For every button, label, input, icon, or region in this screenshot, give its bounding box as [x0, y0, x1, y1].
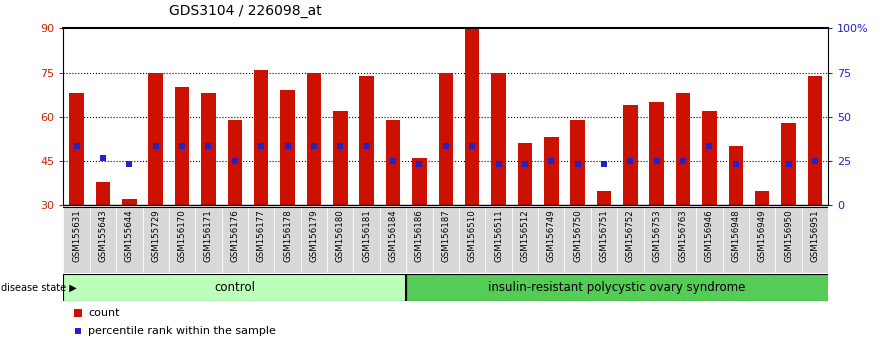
Bar	[359, 75, 374, 205]
Bar	[386, 120, 400, 205]
Bar	[333, 111, 348, 205]
Bar	[149, 73, 163, 205]
Bar	[808, 75, 822, 205]
Bar	[538, 207, 565, 273]
Bar	[280, 90, 295, 205]
Text: GSM156949: GSM156949	[758, 209, 766, 262]
Bar	[591, 207, 618, 273]
Bar	[90, 207, 116, 273]
Bar	[565, 207, 591, 273]
Text: GSM156178: GSM156178	[283, 209, 292, 262]
Bar	[596, 190, 611, 205]
Bar	[729, 146, 743, 205]
Bar	[96, 182, 110, 205]
Bar	[512, 207, 538, 273]
Bar	[63, 207, 90, 273]
Bar	[143, 207, 169, 273]
Bar	[254, 70, 269, 205]
Bar	[459, 207, 485, 273]
Text: GSM156751: GSM156751	[599, 209, 609, 262]
Bar	[300, 207, 327, 273]
Bar	[775, 207, 802, 273]
Text: GSM156763: GSM156763	[678, 209, 687, 262]
Text: GSM156512: GSM156512	[521, 209, 529, 262]
Bar	[122, 199, 137, 205]
Bar	[492, 73, 506, 205]
Text: GSM155631: GSM155631	[72, 209, 81, 262]
Text: percentile rank within the sample: percentile rank within the sample	[88, 326, 276, 336]
Text: disease state ▶: disease state ▶	[1, 282, 77, 293]
Bar	[174, 87, 189, 205]
Bar	[623, 105, 638, 205]
Bar	[802, 207, 828, 273]
Bar	[274, 207, 300, 273]
Text: GSM156187: GSM156187	[441, 209, 450, 262]
Bar	[518, 143, 532, 205]
Text: GSM156752: GSM156752	[626, 209, 635, 262]
Text: GSM156176: GSM156176	[230, 209, 240, 262]
Bar	[63, 274, 406, 301]
Bar	[649, 102, 664, 205]
Text: insulin-resistant polycystic ovary syndrome: insulin-resistant polycystic ovary syndr…	[488, 281, 746, 294]
Text: GSM156750: GSM156750	[574, 209, 582, 262]
Bar	[227, 120, 242, 205]
Text: count: count	[88, 308, 120, 318]
Text: GSM156179: GSM156179	[309, 209, 318, 262]
Bar	[696, 207, 722, 273]
Bar	[670, 207, 696, 273]
Text: GSM156177: GSM156177	[256, 209, 266, 262]
Text: GSM155729: GSM155729	[152, 209, 160, 262]
Bar	[307, 73, 322, 205]
Text: GSM156186: GSM156186	[415, 209, 424, 262]
Text: GSM156946: GSM156946	[705, 209, 714, 262]
Bar	[406, 274, 841, 301]
Bar	[676, 93, 691, 205]
Bar	[618, 207, 643, 273]
Text: GSM156951: GSM156951	[811, 209, 819, 262]
Bar	[702, 111, 717, 205]
Bar	[433, 207, 459, 273]
Bar	[544, 137, 559, 205]
Text: GSM156749: GSM156749	[547, 209, 556, 262]
Text: GDS3104 / 226098_at: GDS3104 / 226098_at	[169, 4, 322, 18]
Bar	[722, 207, 749, 273]
Text: control: control	[214, 281, 255, 294]
Bar	[70, 93, 84, 205]
Text: GSM156510: GSM156510	[468, 209, 477, 262]
Text: GSM156950: GSM156950	[784, 209, 793, 262]
Bar	[327, 207, 353, 273]
Bar	[465, 28, 479, 205]
Text: GSM156948: GSM156948	[731, 209, 740, 262]
Text: GSM156170: GSM156170	[178, 209, 187, 262]
Text: GSM156180: GSM156180	[336, 209, 344, 262]
Bar	[353, 207, 380, 273]
Bar	[439, 73, 453, 205]
Bar	[485, 207, 512, 273]
Bar	[412, 158, 426, 205]
Bar	[222, 207, 248, 273]
Bar	[201, 93, 216, 205]
Text: GSM156181: GSM156181	[362, 209, 371, 262]
Bar	[406, 207, 433, 273]
Text: GSM155644: GSM155644	[125, 209, 134, 262]
Bar	[755, 190, 769, 205]
Bar	[169, 207, 196, 273]
Text: GSM156184: GSM156184	[389, 209, 397, 262]
Bar	[196, 207, 222, 273]
Text: GSM156753: GSM156753	[652, 209, 662, 262]
Text: GSM156171: GSM156171	[204, 209, 213, 262]
Bar	[643, 207, 670, 273]
Bar	[248, 207, 274, 273]
Bar	[380, 207, 406, 273]
Bar	[570, 120, 585, 205]
Text: GSM156511: GSM156511	[494, 209, 503, 262]
Text: GSM155643: GSM155643	[99, 209, 107, 262]
Bar	[781, 123, 796, 205]
Bar	[749, 207, 775, 273]
Bar	[116, 207, 143, 273]
